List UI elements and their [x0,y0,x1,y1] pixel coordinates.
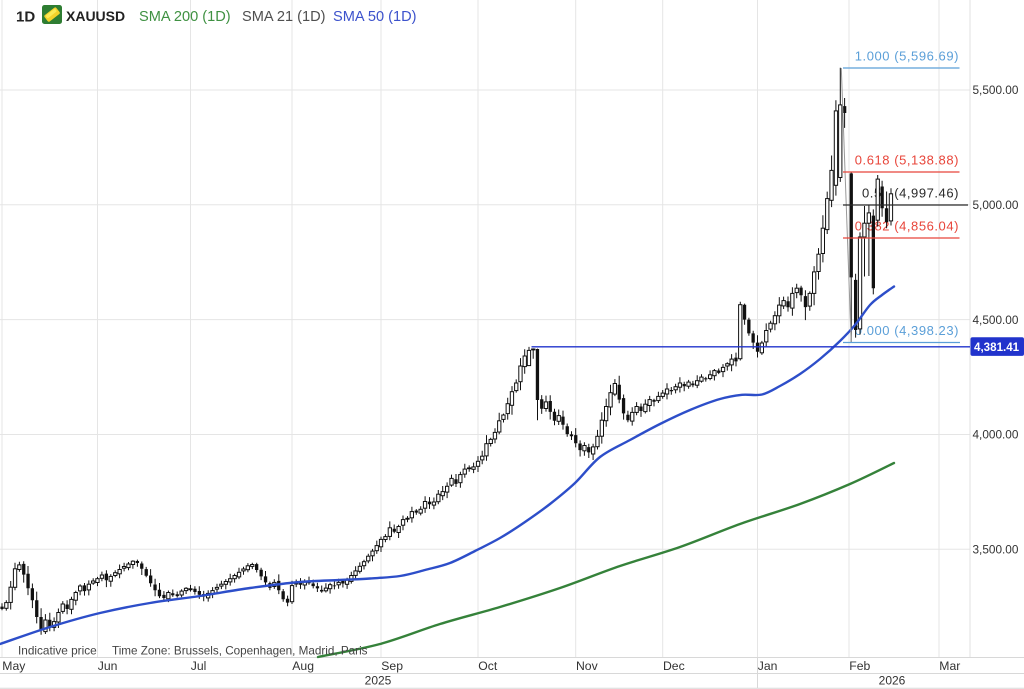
svg-text:XAUUSD: XAUUSD [66,8,125,24]
svg-text:4,000.00: 4,000.00 [973,428,1019,442]
svg-text:Indicative price: Indicative price [18,644,97,658]
svg-text:0.618 (5,138.88): 0.618 (5,138.88) [855,153,959,168]
svg-text:1.000 (5,596.69): 1.000 (5,596.69) [855,49,959,64]
svg-text:Jan: Jan [758,659,778,673]
svg-text:May: May [2,659,26,673]
svg-text:2025: 2025 [365,674,392,688]
svg-text:Sep: Sep [381,659,403,673]
svg-text:1D: 1D [16,9,35,26]
svg-text:0.382 (4,856.04): 0.382 (4,856.04) [855,219,959,234]
svg-text:Jun: Jun [98,659,118,673]
svg-text:Nov: Nov [576,659,599,673]
svg-text:4,500.00: 4,500.00 [973,313,1019,327]
svg-text:5,000.00: 5,000.00 [973,198,1019,212]
svg-text:Dec: Dec [663,659,685,673]
svg-text:Jul: Jul [191,659,207,673]
svg-text:Time Zone: Brussels, Copenhage: Time Zone: Brussels, Copenhagen, Madrid,… [112,645,368,658]
svg-text:Aug: Aug [292,659,314,673]
svg-text:0.000 (4,398.23): 0.000 (4,398.23) [855,323,959,338]
svg-text:Feb: Feb [849,659,870,673]
svg-text:Mar: Mar [939,659,960,673]
svg-text:SMA 50 (1D): SMA 50 (1D) [333,9,417,25]
svg-text:SMA 200 (1D): SMA 200 (1D) [139,9,231,25]
svg-text:SMA 21 (1D): SMA 21 (1D) [242,9,326,25]
svg-text:3,500.00: 3,500.00 [973,543,1019,557]
svg-text:2026: 2026 [879,674,906,688]
svg-text:5,500.00: 5,500.00 [973,83,1019,97]
svg-text:4,381.41: 4,381.41 [974,341,1020,354]
svg-text:Oct: Oct [478,659,498,673]
